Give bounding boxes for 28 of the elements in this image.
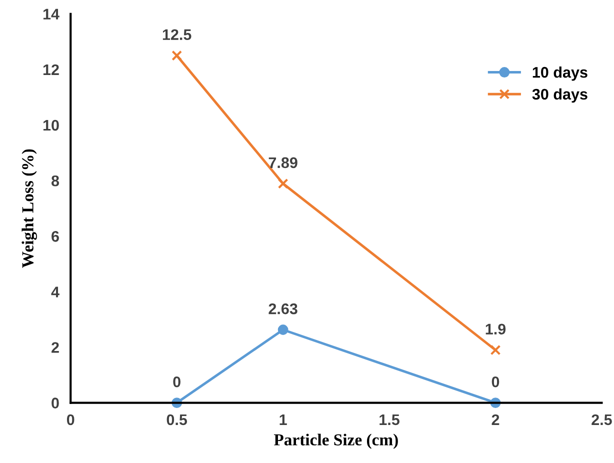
point bbox=[490, 344, 501, 356]
point bbox=[172, 50, 182, 61]
data-label: 0 bbox=[173, 376, 180, 388]
x-tick-label: 2 bbox=[492, 414, 500, 425]
y-tick-label: 12 bbox=[43, 64, 59, 75]
y-axis-title: Weight Loss (%) bbox=[22, 149, 37, 268]
point bbox=[278, 324, 288, 335]
y-tick-label: 10 bbox=[43, 120, 59, 131]
x-tick-label: 0.5 bbox=[166, 414, 188, 426]
point bbox=[278, 178, 288, 189]
x-tick-label: 2.5 bbox=[592, 414, 612, 426]
data-label: 12.5 bbox=[162, 29, 192, 40]
y-tick-label: 2 bbox=[52, 342, 59, 353]
x-tick-label: 1.5 bbox=[380, 414, 400, 426]
x-tick-label: 0 bbox=[66, 414, 74, 426]
x-tick-label: 1 bbox=[280, 414, 287, 425]
data-label: 2.63 bbox=[268, 303, 298, 314]
data-label: 7.89 bbox=[268, 157, 298, 168]
legend-label: 30 days bbox=[532, 88, 588, 103]
legend-label: 10 days bbox=[532, 66, 588, 81]
y-tick-label: 8 bbox=[51, 175, 60, 186]
y-tick-label: 6 bbox=[52, 231, 59, 242]
data-label: 1.9 bbox=[486, 324, 506, 335]
data-label: 0 bbox=[492, 376, 500, 388]
y-tick-label: 4 bbox=[51, 286, 60, 298]
x-axis-title: Particle Size (cm) bbox=[274, 434, 398, 449]
y-tick-label: 0 bbox=[52, 398, 59, 408]
y-tick-label: 14 bbox=[43, 8, 60, 20]
